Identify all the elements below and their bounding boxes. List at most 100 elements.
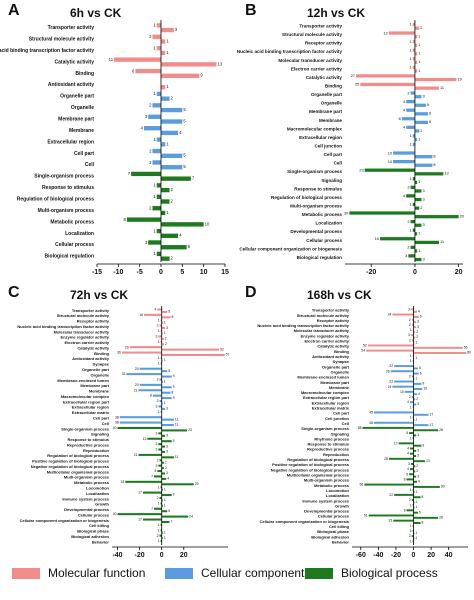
bar-up	[414, 86, 439, 90]
value-label: 1	[410, 56, 412, 61]
bar-down	[152, 206, 161, 211]
value-label: 12	[383, 30, 387, 35]
value-label: 1	[415, 536, 417, 540]
bar-down	[160, 356, 162, 359]
value-label: 4	[154, 308, 156, 312]
bar-down	[160, 486, 162, 489]
bar-up	[161, 130, 179, 136]
bar-up	[413, 480, 418, 483]
bar-up	[414, 223, 422, 227]
category-label: Receptor activity	[77, 319, 110, 324]
value-label: 4	[167, 477, 169, 481]
bar-up	[414, 43, 418, 47]
category-label: Biological phase	[317, 529, 350, 534]
bar-down	[119, 421, 162, 424]
bar-up	[414, 52, 418, 56]
bar-down	[410, 468, 414, 471]
category-label: Structural molecule activity	[282, 32, 342, 37]
bar-down	[406, 194, 415, 198]
bar-down	[392, 385, 414, 388]
value-label: 6	[420, 315, 422, 319]
bar-up	[161, 402, 163, 405]
bar-up	[414, 215, 459, 219]
category-label: Transporter activity	[48, 25, 95, 31]
bar-up	[413, 393, 418, 396]
value-label: 5	[419, 366, 421, 370]
value-label: 1	[410, 416, 412, 420]
value-label: 2	[407, 90, 409, 95]
bar-down	[410, 308, 414, 311]
value-label: 1	[158, 539, 160, 543]
bar-up	[161, 310, 168, 313]
category-label: Antioxidant activity	[312, 354, 350, 359]
category-label: Developmental process	[64, 507, 110, 512]
value-label: 8	[150, 394, 152, 398]
bar-down	[412, 416, 414, 419]
category-label: Localization	[86, 491, 110, 496]
legend-swatch	[165, 568, 193, 579]
bar-down	[156, 23, 161, 28]
bar-down	[156, 228, 161, 234]
bar-down	[158, 443, 162, 446]
category-label: Membrane-enclosed lumen	[57, 378, 109, 383]
value-label: 1	[418, 179, 420, 184]
value-label: 2	[407, 245, 409, 250]
value-label: 2	[409, 318, 411, 322]
value-label: 54	[361, 349, 365, 353]
bar-up	[161, 515, 189, 518]
bar-up	[413, 331, 416, 334]
panel-label: D	[245, 284, 257, 301]
value-label: 1	[164, 530, 166, 534]
bar-down	[411, 339, 414, 342]
category-label: Transporter activity	[72, 308, 110, 313]
bar-up	[413, 310, 418, 313]
category-label: Cellular process	[78, 512, 110, 517]
value-label: 10	[423, 387, 427, 391]
value-label: 8	[123, 217, 126, 222]
bar-down	[156, 137, 161, 142]
value-label: 11	[440, 85, 444, 90]
value-label: 20	[460, 214, 465, 219]
bar-down	[412, 22, 415, 27]
category-label: Reproductive process	[67, 442, 110, 447]
category-label: Biological regulation	[297, 255, 343, 260]
value-label: 3	[408, 333, 410, 337]
value-label: 3	[156, 334, 158, 338]
panel-label: A	[8, 2, 20, 19]
value-label: 2	[165, 342, 167, 346]
value-label: 4	[407, 447, 409, 451]
category-label: Cell	[342, 421, 349, 426]
bar-up	[413, 496, 421, 499]
value-label: 3	[156, 464, 158, 468]
value-label: 56	[360, 483, 364, 487]
bar-up	[413, 341, 415, 344]
bar-up	[161, 450, 166, 453]
bar-down	[412, 228, 415, 232]
bar-up	[413, 475, 417, 478]
value-label: 1	[153, 23, 156, 28]
bar-up	[413, 465, 416, 468]
bar-down	[410, 452, 414, 455]
value-label: 2	[149, 148, 152, 153]
category-label: Signaling	[91, 432, 110, 437]
bar-down	[411, 535, 414, 538]
value-label: 25	[355, 82, 360, 87]
category-label: Cell	[85, 162, 95, 168]
x-tick-label: 5	[180, 269, 184, 276]
bar-up	[161, 434, 166, 437]
bar-down	[388, 457, 414, 460]
category-label: Binding	[94, 351, 109, 356]
value-label: 32	[122, 372, 126, 376]
bar-down	[362, 426, 414, 429]
value-label: 3	[408, 307, 410, 311]
legend-label: Cellular component	[201, 566, 305, 580]
value-label: 11	[175, 423, 179, 427]
value-label: 1	[164, 498, 166, 502]
value-label: 4	[407, 467, 409, 471]
bar-down	[412, 134, 415, 138]
category-label: Cellular process	[318, 514, 350, 519]
bar-up	[414, 249, 418, 253]
bar-down	[126, 373, 162, 376]
bar-down	[411, 499, 414, 502]
bar-up	[161, 359, 163, 362]
